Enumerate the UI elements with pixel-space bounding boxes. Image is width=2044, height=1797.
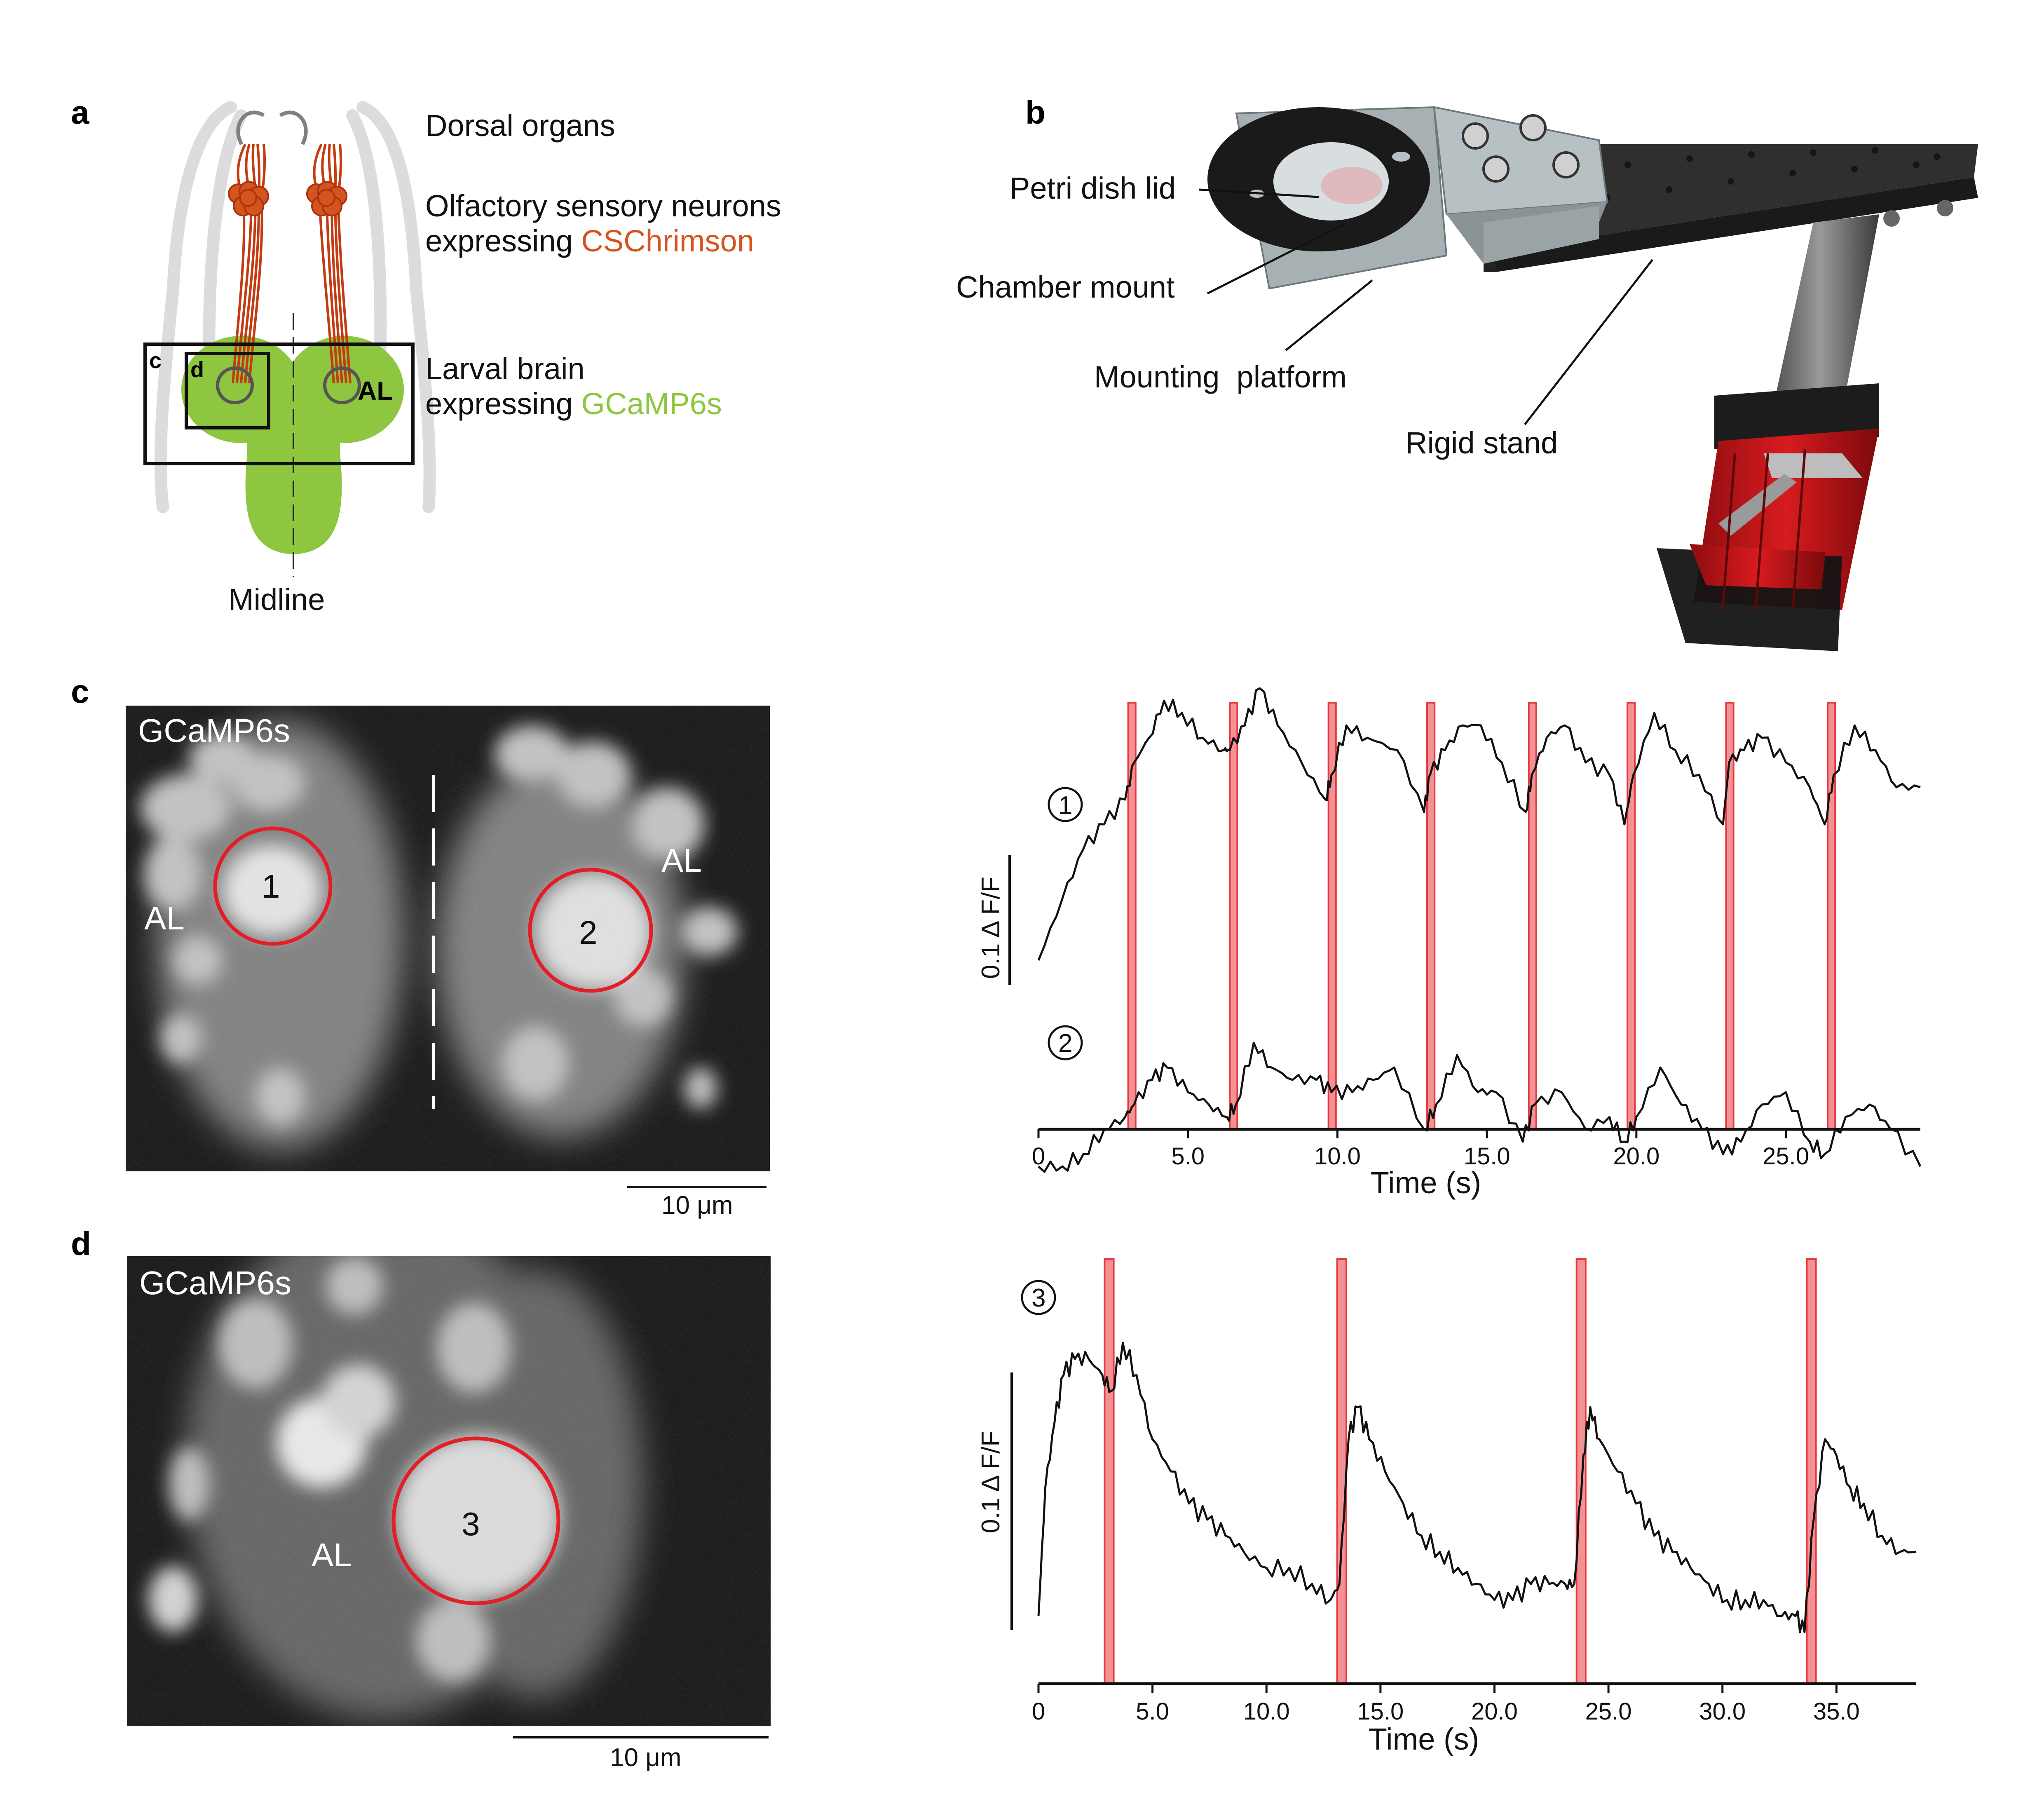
panel-b: b [956, 94, 1978, 651]
rigid-stand-label: Rigid stand [1405, 426, 1558, 460]
x-axis-label-c: Time (s) [1371, 1166, 1481, 1200]
panel-a-label: a [71, 94, 89, 131]
plot-d-traces [1037, 1342, 1917, 1633]
chamber-mount [1207, 107, 1430, 251]
neuron-cell-bodies [228, 181, 347, 216]
plot-d-ylabel: 0.1 Δ F/F [977, 1431, 1005, 1533]
x-tick-label-d-7: 35.0 [1813, 1698, 1860, 1725]
larval-brain [181, 336, 404, 554]
x-tick-label-d-3: 15.0 [1357, 1698, 1404, 1725]
trace-1-marker [1048, 787, 1083, 822]
stimulus-c-7 [1725, 702, 1735, 1130]
panel-a: a [71, 94, 781, 617]
box-d [185, 352, 270, 429]
roi-1-circle [213, 826, 333, 946]
stimulus-c-2 [1229, 702, 1238, 1130]
x-axis-label-d: Time (s) [1369, 1722, 1479, 1756]
larva-outline [154, 101, 436, 513]
chamber-mount-label: Chamber mount [956, 270, 1175, 304]
x-tick-label-c-0: 0 [1032, 1143, 1045, 1170]
olfactory-neurons-right [313, 143, 352, 384]
plot-c-stimuli [1127, 702, 1836, 1130]
trace-1-marker-label: 1 [1058, 791, 1072, 820]
roi-2-circle [528, 868, 653, 993]
osn-line1: Olfactory sensory neurons [425, 189, 781, 223]
dorsal-organs-icon [236, 110, 308, 145]
stimulus-d-3 [1575, 1258, 1587, 1684]
b-leader-lines [1199, 188, 1653, 425]
antennal-lobe-right [323, 366, 361, 404]
x-tick-label-c-2: 10.0 [1314, 1143, 1361, 1170]
x-tick-label-d-0: 0 [1032, 1698, 1045, 1725]
stand-base [1657, 383, 1879, 651]
trace-3 [1037, 1342, 1917, 1633]
roi-2-label: 2 [579, 914, 598, 951]
d-scalebar-label: 10 μm [610, 1743, 682, 1772]
trace-2-marker-label: 2 [1058, 1029, 1072, 1058]
c-al-left: AL [144, 900, 185, 936]
trace-2-marker [1048, 1025, 1083, 1060]
panel-d-image: d GCaMP6s 3 AL 10 μm [71, 1225, 771, 1772]
plot-d-x-axis: 0 5.0 10.0 15.0 20.0 25.0 30.0 35.0 Time (s) [1032, 1682, 1916, 1756]
x-tick-label-c-1: 5.0 [1171, 1143, 1205, 1170]
box-d-label: d [190, 357, 204, 382]
x-tick-label-d-5: 25.0 [1585, 1698, 1632, 1725]
x-tick-label-d-1: 5.0 [1136, 1698, 1169, 1725]
dorsal-organs-label: Dorsal organs [425, 108, 615, 143]
plot-c-ylabel: 0.1 Δ F/F [977, 877, 1005, 979]
c-al-right: AL [661, 842, 702, 879]
antennal-lobe-left [216, 366, 254, 404]
d-al: AL [312, 1537, 352, 1573]
petri-dish-lid-label: Petri dish lid [1010, 171, 1176, 205]
mounting-platform-label: Mounting platform [1094, 360, 1347, 394]
osn-line2: expressing CSChrimson [425, 224, 754, 258]
stimulus-d-1 [1104, 1258, 1115, 1684]
x-tick-label-d-2: 10.0 [1243, 1698, 1290, 1725]
x-tick-label-d-6: 30.0 [1699, 1698, 1746, 1725]
x-tick-label-c-5: 25.0 [1763, 1143, 1809, 1170]
roi-3-circle [391, 1436, 560, 1605]
plot-c: 0 5.0 10.0 15.0 20.0 25.0 Time (s) 0.1 Δ F/F 1… [977, 687, 1922, 1200]
box-c-label: c [149, 348, 162, 373]
trace-3-marker-label: 3 [1031, 1284, 1045, 1312]
plot-c-traces [1037, 687, 1922, 1173]
stimulus-d-2 [1336, 1258, 1347, 1684]
trace-3-marker [1021, 1280, 1056, 1315]
olfactory-neurons-left [232, 143, 266, 384]
trace-2 [1038, 1042, 1922, 1173]
trace-1 [1037, 687, 1921, 961]
panel-c-label: c [71, 673, 89, 710]
stimulus-c-6 [1627, 702, 1636, 1130]
box-c [143, 343, 415, 465]
midline-label: Midline [228, 582, 325, 617]
c-scalebar-label: 10 μm [661, 1191, 733, 1220]
panel-b-label: b [1025, 94, 1045, 131]
al-label-a: AL [358, 376, 393, 406]
c-image-title: GCaMP6s [138, 712, 290, 749]
x-tick-label-d-4: 20.0 [1471, 1698, 1518, 1725]
x-tick-label-c-3: 15.0 [1464, 1143, 1510, 1170]
stimulus-d-4 [1806, 1258, 1817, 1684]
d-image-title: GCaMP6s [139, 1264, 291, 1301]
brain-line1: Larval brain [425, 352, 585, 386]
panel-d-label: d [71, 1225, 91, 1262]
plot-d: 0 5.0 10.0 15.0 20.0 25.0 30.0 35.0 Time (s) 0.1… [977, 1258, 1917, 1756]
brain-line2: expressing GCaMP6s [425, 387, 722, 421]
roi-1-label: 1 [262, 868, 280, 905]
roi-3-label: 3 [462, 1506, 480, 1542]
x-tick-label-c-4: 20.0 [1613, 1143, 1660, 1170]
mounting-screws [1462, 114, 1580, 183]
plot-d-stimuli [1104, 1258, 1817, 1684]
stimulus-c-8 [1827, 702, 1836, 1130]
plot-c-x-axis: 0 5.0 10.0 15.0 20.0 25.0 Time (s) [1032, 1128, 1920, 1200]
panel-c-image: c GCaMP6s 1 2 AL AL [71, 673, 770, 1220]
